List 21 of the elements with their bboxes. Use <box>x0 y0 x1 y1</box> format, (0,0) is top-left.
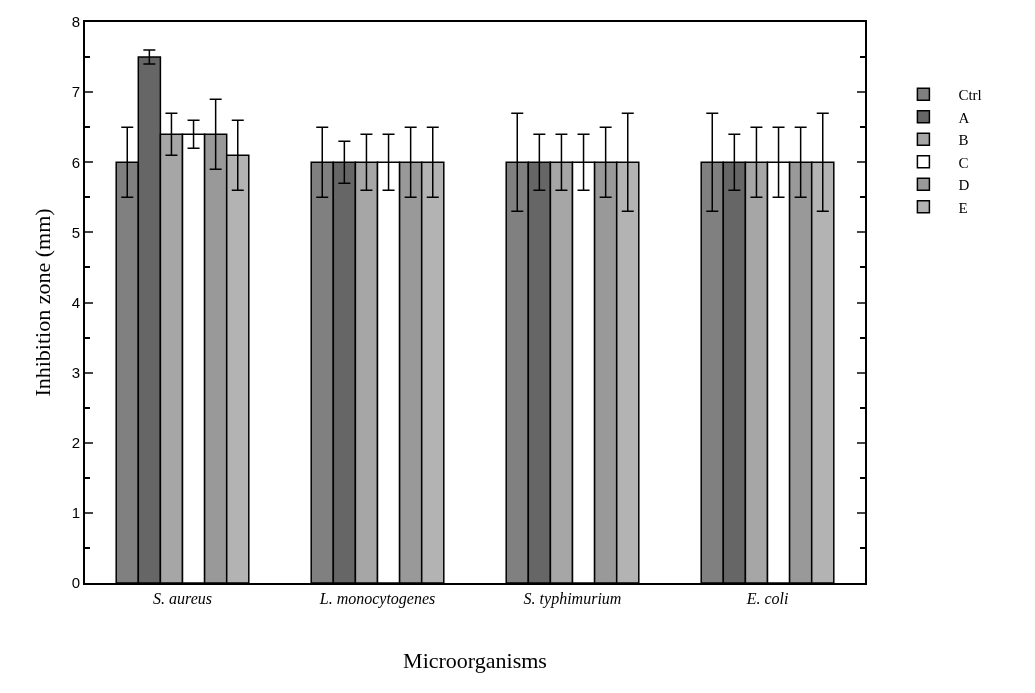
x-tick-label: E. coli <box>745 590 789 608</box>
y-axis-title: Inhibition zone (mm) <box>29 208 55 397</box>
legend-label: Ctrl <box>958 87 982 104</box>
y-tick-label: 2 <box>71 434 80 451</box>
legend-label: E <box>958 199 968 216</box>
y-tick-label: 8 <box>71 13 80 31</box>
y-tick-label: 5 <box>71 223 80 241</box>
x-tick-label: S. typhimurium <box>523 590 622 609</box>
y-tick-label: 4 <box>71 293 80 311</box>
y-tick-label: 1 <box>71 504 80 522</box>
x-tick-label: S. aureus <box>153 590 212 608</box>
y-tick-label: 3 <box>71 363 80 381</box>
y-tick-label: 6 <box>71 153 80 171</box>
legend-label: A <box>958 109 970 126</box>
legend-label: D <box>958 177 970 194</box>
legend-label: C <box>958 154 969 171</box>
x-axis-title: Microorganisms <box>403 647 547 673</box>
legend-label: B <box>958 132 969 149</box>
y-tick-label: 0 <box>71 574 80 592</box>
y-tick-label: 7 <box>71 83 80 101</box>
x-tick-label: L. monocytogenes <box>318 590 436 609</box>
